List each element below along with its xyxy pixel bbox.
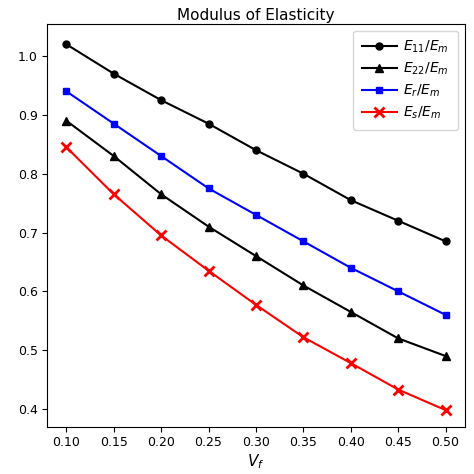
X-axis label: $V_f$: $V_f$ — [247, 452, 264, 471]
$E_{11}/E_m$ — [158, 97, 164, 103]
$E_{11}/E_m$ — [253, 147, 259, 153]
$E_r/E_m$ — [158, 153, 164, 159]
Title: Modulus of Elasticity: Modulus of Elasticity — [177, 8, 335, 23]
$E_{22}/E_m$ — [253, 253, 259, 259]
$E_{11}/E_m$ — [395, 218, 401, 224]
$E_{22}/E_m$ — [64, 118, 69, 124]
Legend: $E_{11}/E_m$, $E_{22}/E_m$, $E_r/E_m$, $E_s/E_m$: $E_{11}/E_m$, $E_{22}/E_m$, $E_r/E_m$, $… — [354, 31, 457, 129]
$E_r/E_m$ — [253, 212, 259, 218]
$E_r/E_m$ — [395, 289, 401, 294]
$E_r/E_m$ — [206, 185, 211, 191]
$E_{11}/E_m$ — [348, 197, 354, 203]
$E_{22}/E_m$ — [111, 153, 117, 159]
Line: $E_r/E_m$: $E_r/E_m$ — [63, 88, 449, 319]
$E_{11}/E_m$ — [301, 171, 306, 176]
$E_{11}/E_m$ — [111, 71, 117, 76]
$E_s/E_m$ — [111, 191, 117, 197]
$E_r/E_m$ — [64, 89, 69, 94]
$E_s/E_m$ — [253, 302, 259, 308]
$E_s/E_m$ — [206, 268, 211, 273]
$E_r/E_m$ — [348, 265, 354, 271]
$E_s/E_m$ — [443, 407, 448, 413]
$E_s/E_m$ — [158, 233, 164, 238]
$E_{22}/E_m$ — [301, 283, 306, 288]
$E_s/E_m$ — [395, 387, 401, 392]
Line: $E_s/E_m$: $E_s/E_m$ — [62, 142, 450, 415]
$E_{22}/E_m$ — [395, 336, 401, 341]
$E_{22}/E_m$ — [158, 191, 164, 197]
$E_{11}/E_m$ — [443, 238, 448, 244]
$E_s/E_m$ — [301, 334, 306, 340]
$E_{11}/E_m$ — [206, 121, 211, 127]
Line: $E_{22}/E_m$: $E_{22}/E_m$ — [62, 117, 450, 360]
$E_s/E_m$ — [64, 145, 69, 150]
$E_{11}/E_m$ — [64, 41, 69, 47]
$E_{22}/E_m$ — [443, 353, 448, 359]
$E_r/E_m$ — [301, 238, 306, 244]
Line: $E_{11}/E_m$: $E_{11}/E_m$ — [63, 41, 449, 245]
$E_s/E_m$ — [348, 360, 354, 366]
$E_{22}/E_m$ — [348, 309, 354, 315]
$E_{22}/E_m$ — [206, 224, 211, 229]
$E_r/E_m$ — [443, 312, 448, 318]
$E_r/E_m$ — [111, 121, 117, 127]
